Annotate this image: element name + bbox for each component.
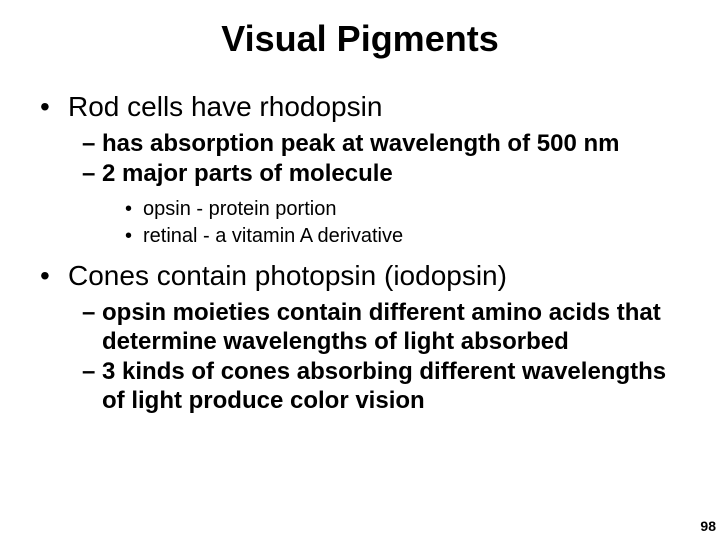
bullet-text: opsin moieties contain different amino a…	[102, 299, 686, 357]
bullet-dot-icon: •	[40, 259, 68, 293]
dash-icon: –	[82, 160, 102, 189]
bullet-level1: •Rod cells have rhodopsin	[40, 90, 690, 124]
bullet-level2: –has absorption peak at wavelength of 50…	[82, 130, 690, 159]
dash-icon: –	[82, 358, 102, 387]
dash-icon: –	[82, 130, 102, 159]
bullet-text: opsin - protein portion	[143, 197, 686, 222]
bullet-text: Rod cells have rhodopsin	[68, 90, 686, 124]
bullet-dot-icon: •	[40, 90, 68, 124]
slide-title: Visual Pigments	[30, 18, 690, 60]
bullet-dot-icon: •	[125, 197, 143, 222]
slide-container: Visual Pigments •Rod cells have rhodopsi…	[0, 0, 720, 438]
bullet-level2: –2 major parts of molecule	[82, 160, 690, 189]
bullet-level2: –3 kinds of cones absorbing different wa…	[82, 358, 690, 416]
bullet-text: has absorption peak at wavelength of 500…	[102, 130, 686, 159]
bullet-dot-icon: •	[125, 224, 143, 249]
bullet-level3: •opsin - protein portion	[125, 197, 690, 222]
dash-icon: –	[82, 299, 102, 328]
bullet-text: retinal - a vitamin A derivative	[143, 224, 686, 249]
bullet-text: 3 kinds of cones absorbing different wav…	[102, 358, 686, 416]
bullet-text: 2 major parts of molecule	[102, 160, 686, 189]
bullet-text: Cones contain photopsin (iodopsin)	[68, 259, 686, 293]
bullet-level2: –opsin moieties contain different amino …	[82, 299, 690, 357]
bullet-level3: •retinal - a vitamin A derivative	[125, 224, 690, 249]
page-number: 98	[700, 518, 716, 534]
bullet-level1: •Cones contain photopsin (iodopsin)	[40, 259, 690, 293]
